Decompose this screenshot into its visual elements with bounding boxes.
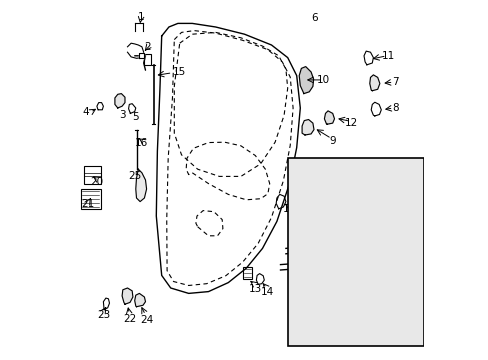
Polygon shape <box>122 288 133 304</box>
Text: 11: 11 <box>381 51 394 61</box>
Text: 13: 13 <box>248 284 262 294</box>
Text: 1: 1 <box>137 12 144 22</box>
Text: 2: 2 <box>144 42 151 52</box>
Polygon shape <box>299 67 313 94</box>
Text: 16: 16 <box>135 138 148 148</box>
Polygon shape <box>324 111 334 124</box>
Text: 7: 7 <box>391 77 398 87</box>
Polygon shape <box>136 169 146 202</box>
Text: 24: 24 <box>140 315 153 325</box>
Text: 12: 12 <box>345 118 358 128</box>
Text: 15: 15 <box>173 67 186 77</box>
Text: 10: 10 <box>317 75 329 85</box>
Text: 3: 3 <box>119 110 125 120</box>
Text: 23: 23 <box>97 310 110 320</box>
Polygon shape <box>139 53 144 58</box>
Text: 19: 19 <box>282 204 296 214</box>
Text: 9: 9 <box>329 136 335 146</box>
Text: 14: 14 <box>261 287 274 297</box>
Text: 18: 18 <box>308 266 322 276</box>
Text: 22: 22 <box>123 314 136 324</box>
Polygon shape <box>369 75 379 91</box>
Text: 25: 25 <box>128 171 141 181</box>
Polygon shape <box>115 94 125 108</box>
Text: 20: 20 <box>90 177 103 187</box>
Text: 8: 8 <box>391 103 398 113</box>
Polygon shape <box>302 120 313 135</box>
Text: 4: 4 <box>82 107 89 117</box>
Text: 21: 21 <box>81 199 94 210</box>
Bar <box>287 158 424 346</box>
Text: 5: 5 <box>131 112 138 122</box>
Text: 17: 17 <box>316 233 330 243</box>
Polygon shape <box>134 293 145 307</box>
Text: 6: 6 <box>311 13 317 23</box>
